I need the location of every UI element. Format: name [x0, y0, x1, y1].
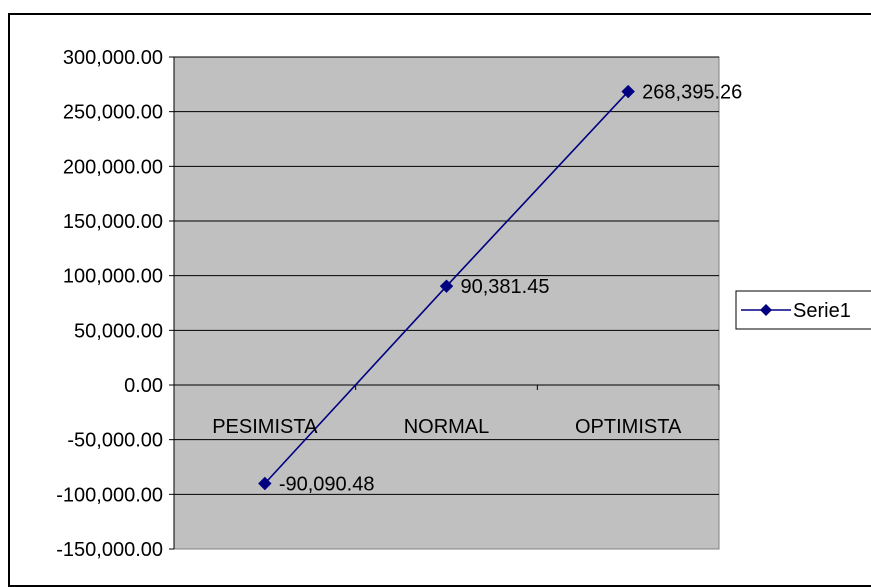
x-category-label: NORMAL [404, 416, 490, 438]
data-label: -90,090.48 [279, 473, 375, 495]
data-label: 90,381.45 [461, 276, 550, 298]
labels: 300,000.00 250,000.00 200,000.00 150,000.00… [56, 47, 742, 561]
y-tick-label: -150,000.00 [56, 539, 163, 561]
legend-label: Serie1 [793, 300, 851, 322]
y-tick-label: 100,000.00 [63, 266, 163, 288]
y-tick-label: 200,000.00 [63, 156, 163, 178]
y-tick-label: -100,000.00 [56, 484, 163, 506]
data-label: 268,395.26 [642, 82, 742, 104]
legend: Serie1 [735, 290, 871, 330]
data-point-marker [621, 84, 635, 99]
x-category-label: OPTIMISTA [575, 416, 682, 438]
y-tick-label: -50,000.00 [67, 430, 163, 452]
y-tick-label: 0.00 [124, 375, 163, 397]
x-category-label: PESIMISTA [212, 416, 318, 438]
gridlines [174, 56, 719, 495]
y-tick-label: 250,000.00 [63, 102, 163, 124]
legend-marker [760, 304, 772, 316]
y-tick-label: 150,000.00 [63, 211, 163, 233]
y-tick-label: 300,000.00 [63, 47, 163, 69]
data-point-marker [439, 279, 454, 293]
y-tick-label: 50,000.00 [74, 320, 163, 342]
series-layer [258, 84, 635, 491]
plot-area [173, 56, 720, 550]
axes [169, 56, 720, 550]
data-point-marker [258, 476, 272, 491]
